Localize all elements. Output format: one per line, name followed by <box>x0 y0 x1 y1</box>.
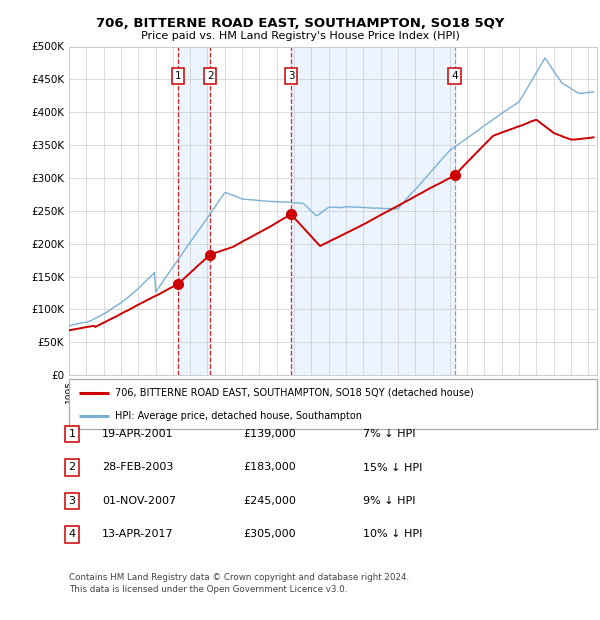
Text: Contains HM Land Registry data © Crown copyright and database right 2024.
This d: Contains HM Land Registry data © Crown c… <box>69 573 409 595</box>
Text: 10% ↓ HPI: 10% ↓ HPI <box>363 529 422 539</box>
Text: Price paid vs. HM Land Registry's House Price Index (HPI): Price paid vs. HM Land Registry's House … <box>140 31 460 41</box>
FancyBboxPatch shape <box>69 379 597 429</box>
Text: HPI: Average price, detached house, Southampton: HPI: Average price, detached house, Sout… <box>115 410 362 420</box>
Text: 3: 3 <box>288 71 295 81</box>
Bar <box>178 46 210 375</box>
Text: 2: 2 <box>68 463 76 472</box>
Text: 15% ↓ HPI: 15% ↓ HPI <box>363 463 422 472</box>
Text: £183,000: £183,000 <box>243 463 296 472</box>
Text: 4: 4 <box>68 529 76 539</box>
Text: 706, BITTERNE ROAD EAST, SOUTHAMPTON, SO18 5QY: 706, BITTERNE ROAD EAST, SOUTHAMPTON, SO… <box>96 17 504 30</box>
Text: £245,000: £245,000 <box>243 496 296 506</box>
Text: 9% ↓ HPI: 9% ↓ HPI <box>363 496 415 506</box>
Text: 1: 1 <box>175 71 181 81</box>
Text: 19-APR-2001: 19-APR-2001 <box>102 429 173 439</box>
Text: £305,000: £305,000 <box>243 529 296 539</box>
Text: 706, BITTERNE ROAD EAST, SOUTHAMPTON, SO18 5QY (detached house): 706, BITTERNE ROAD EAST, SOUTHAMPTON, SO… <box>115 388 474 398</box>
Text: 7% ↓ HPI: 7% ↓ HPI <box>363 429 415 439</box>
Text: 2: 2 <box>207 71 214 81</box>
Text: 28-FEB-2003: 28-FEB-2003 <box>102 463 173 472</box>
Text: 4: 4 <box>451 71 458 81</box>
Bar <box>291 46 455 375</box>
Text: 01-NOV-2007: 01-NOV-2007 <box>102 496 176 506</box>
Text: £139,000: £139,000 <box>243 429 296 439</box>
Text: 1: 1 <box>68 429 76 439</box>
Text: 3: 3 <box>68 496 76 506</box>
Text: 13-APR-2017: 13-APR-2017 <box>102 529 173 539</box>
